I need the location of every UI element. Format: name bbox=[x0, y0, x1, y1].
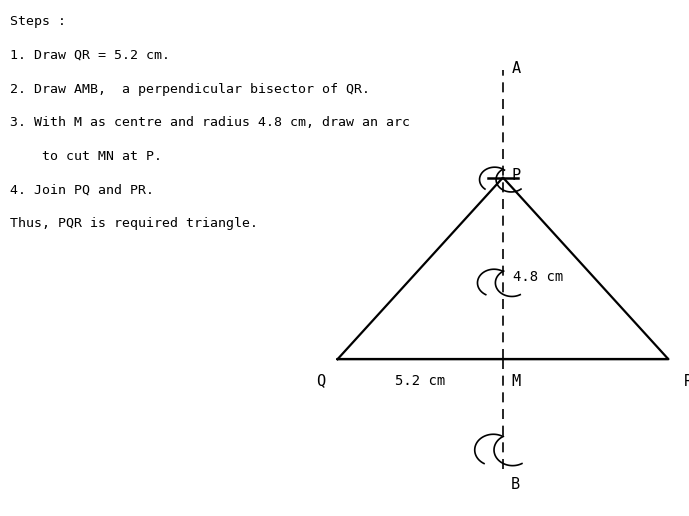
Text: R: R bbox=[683, 374, 689, 389]
Text: 4. Join PQ and PR.: 4. Join PQ and PR. bbox=[10, 183, 154, 196]
Text: Steps :: Steps : bbox=[10, 15, 66, 28]
Text: Thus, PQR is required triangle.: Thus, PQR is required triangle. bbox=[10, 217, 258, 230]
Text: M: M bbox=[511, 374, 520, 389]
Text: 4.8 cm: 4.8 cm bbox=[513, 270, 564, 284]
Text: 2. Draw AMB,  a perpendicular bisector of QR.: 2. Draw AMB, a perpendicular bisector of… bbox=[10, 83, 370, 95]
Text: B: B bbox=[511, 477, 520, 492]
Text: A: A bbox=[511, 60, 520, 76]
Text: 3. With M as centre and radius 4.8 cm, draw an arc: 3. With M as centre and radius 4.8 cm, d… bbox=[10, 116, 411, 129]
Text: P: P bbox=[511, 168, 520, 183]
Text: 5.2 cm: 5.2 cm bbox=[395, 374, 445, 388]
Text: Q: Q bbox=[316, 374, 325, 389]
Text: 1. Draw QR = 5.2 cm.: 1. Draw QR = 5.2 cm. bbox=[10, 49, 170, 62]
Text: to cut MN at P.: to cut MN at P. bbox=[10, 150, 163, 163]
